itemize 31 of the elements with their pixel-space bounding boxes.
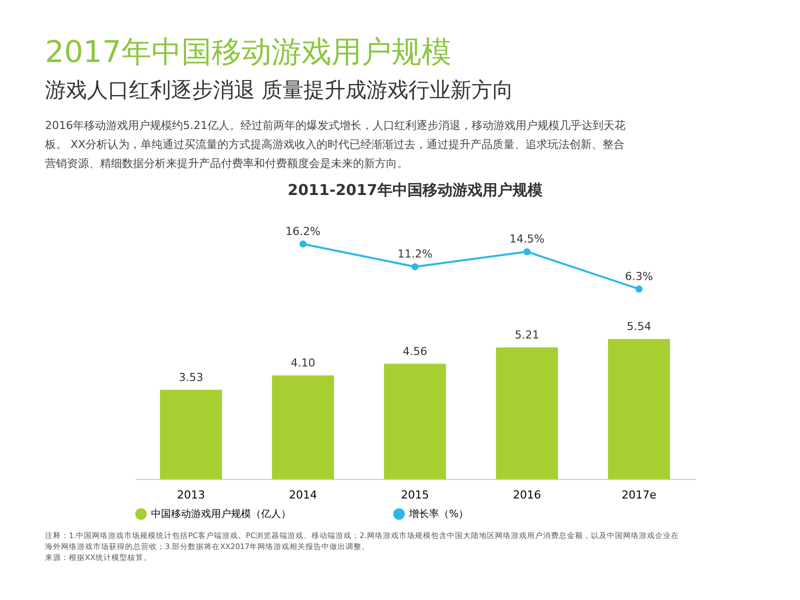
bar bbox=[608, 339, 670, 479]
x-tick-label: 2017e bbox=[622, 488, 657, 502]
bar bbox=[160, 390, 222, 479]
x-tick-label: 2016 bbox=[513, 488, 541, 502]
x-tick-label: 2015 bbox=[401, 488, 429, 502]
point bbox=[523, 248, 531, 256]
point bbox=[635, 285, 643, 293]
data-label: 5.21 bbox=[514, 328, 540, 342]
data-label: 4.56 bbox=[402, 344, 428, 358]
text: 2017年中国移动游戏用户规模 bbox=[45, 35, 452, 70]
text: 板。 XX分析认为，单纯通过买流量的方式提高游戏收入的时代已经渐渐过去，通过提升产品质量、追求玩法创新、整合 bbox=[44, 138, 625, 151]
text: 营销资源、精细数据分析来提升产品付费率和付费额度会是未来的新方向。 bbox=[45, 157, 408, 170]
data-label: 14.5% bbox=[510, 232, 544, 246]
data-label: 6.3% bbox=[625, 270, 653, 283]
bar bbox=[384, 364, 446, 479]
bar bbox=[272, 375, 334, 479]
point bbox=[299, 240, 307, 248]
text: 2016年移动游戏用户规模约5.21亿人。经过前两年的爆发式增长，人口红利逐步消退，移动游戏用户规模几乎达到天花 bbox=[45, 119, 626, 132]
data-label: 5.54 bbox=[626, 320, 652, 333]
legend-label: 中国移动游戏用户规模（亿人） bbox=[151, 508, 291, 520]
data-label: 4.10 bbox=[290, 356, 316, 370]
legend-label: 增长率（%） bbox=[408, 508, 469, 520]
chart-title: 2011-2017年中国移动游戏用户规模 bbox=[288, 181, 544, 199]
data-label: 3.53 bbox=[178, 370, 204, 384]
text: 游戏人口红利逐步消退 质量提升成游戏行业新方向 bbox=[45, 78, 514, 102]
x-tick-label: 2013 bbox=[177, 488, 205, 502]
data-label: 16.2% bbox=[286, 225, 320, 238]
point bbox=[411, 263, 419, 270]
bar bbox=[496, 347, 558, 479]
x-tick-label: 2014 bbox=[289, 488, 317, 502]
data-label: 11.2% bbox=[398, 248, 432, 261]
